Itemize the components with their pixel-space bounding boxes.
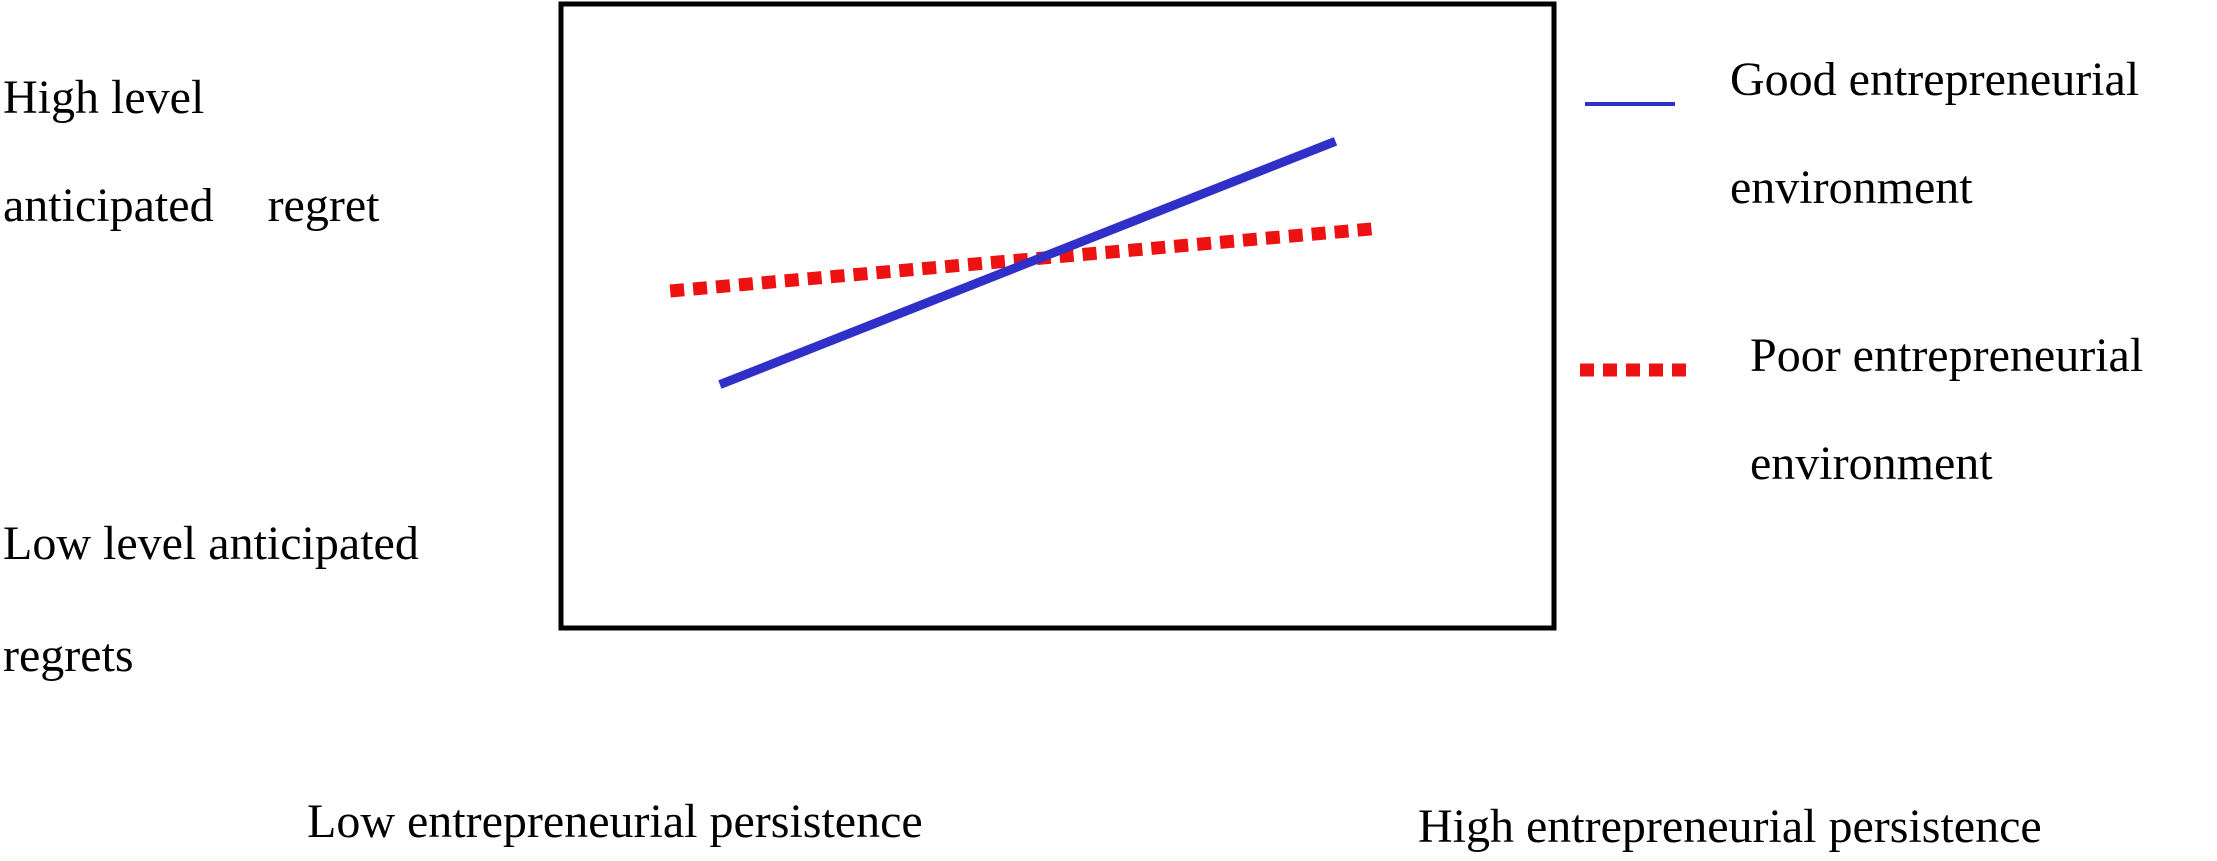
series-layer (669, 137, 1376, 389)
y-axis-low-label-line2: regrets (3, 629, 134, 682)
y-axis-high-label-line1: High level (3, 71, 205, 124)
y-axis-low-label-line1: Low level anticipated (3, 517, 419, 570)
legend-poor-label-line2: environment (1750, 437, 1993, 490)
y-axis-high-label-line2: anticipated regret (3, 182, 379, 230)
x-axis-low-label: Low entrepreneurial persistence (307, 795, 923, 848)
plot-frame (558, 1, 1557, 631)
y-axis-high-label-word2: regret (267, 179, 380, 232)
legend-good-label-line1: Good entrepreneurial (1730, 53, 2140, 106)
x-axis-high-label: High entrepreneurial persistence (1418, 800, 2042, 853)
legend-good-label-line2: environment (1730, 161, 1973, 214)
legend-swatches (1580, 102, 1690, 377)
y-axis-high-label-word1: anticipated (3, 179, 214, 232)
series-line-poor (669, 222, 1376, 298)
legend-poor-label-line1: Poor entrepreneurial (1750, 329, 2144, 382)
series-line-good (718, 137, 1338, 389)
